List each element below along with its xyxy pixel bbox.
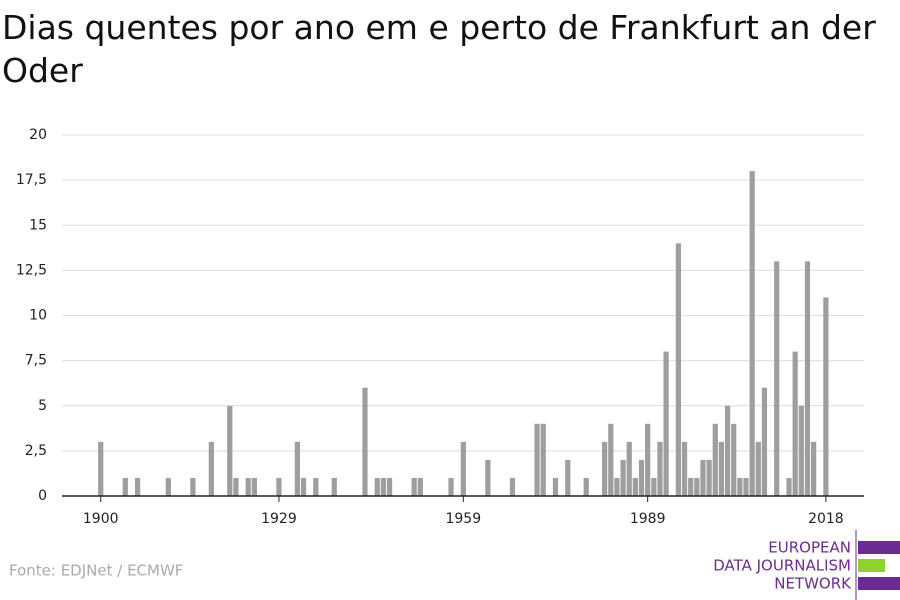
- bar: [251, 477, 257, 496]
- bar: [509, 477, 516, 496]
- bar: [755, 441, 761, 496]
- y-tick-label: 10: [29, 308, 47, 324]
- y-tick-label: 2,5: [25, 443, 47, 459]
- bar: [540, 423, 546, 496]
- bar: [712, 423, 718, 496]
- bar: [804, 261, 811, 496]
- y-tick-label: 20: [29, 127, 47, 143]
- bar: [681, 441, 688, 496]
- bar: [718, 441, 725, 496]
- bar: [380, 477, 387, 496]
- bar: [792, 351, 798, 496]
- bar: [417, 477, 423, 496]
- x-tick-label: 2018: [808, 511, 844, 527]
- chart-title: Dias quentes por ano em e perto de Frank…: [2, 8, 876, 90]
- source: Fonte: EDJNet / ECMWF: [9, 562, 183, 580]
- x-tick-label: 1989: [630, 511, 666, 527]
- bar: [706, 459, 712, 496]
- bar: [534, 423, 540, 496]
- bar: [122, 477, 128, 496]
- bar: [294, 441, 300, 496]
- logo-bar: [858, 577, 900, 590]
- bar: [485, 459, 491, 496]
- bar: [614, 477, 620, 496]
- bar: [300, 477, 307, 496]
- y-tick-label: 17,5: [16, 172, 47, 188]
- bar: [374, 477, 380, 496]
- bar: [276, 477, 282, 496]
- bar: [362, 387, 368, 496]
- bar: [411, 477, 417, 496]
- bar: [608, 423, 614, 496]
- bar: [737, 477, 743, 496]
- bar: [675, 243, 682, 496]
- bar: [227, 405, 233, 496]
- bar: [583, 477, 589, 496]
- x-tick-label: 1929: [261, 511, 297, 527]
- bar: [565, 459, 571, 496]
- y-tick-label: 15: [29, 217, 47, 233]
- y-tick-label: 7,5: [25, 353, 47, 369]
- bar: [233, 477, 239, 496]
- bar: [688, 477, 694, 496]
- bar: [208, 441, 214, 496]
- bar: [810, 441, 817, 496]
- bar: [620, 459, 626, 496]
- bar: [786, 477, 792, 496]
- bar: [743, 477, 749, 496]
- bar: [798, 405, 804, 496]
- bar: [134, 477, 141, 496]
- bar: [761, 387, 768, 496]
- bar: [663, 351, 669, 496]
- y-tick-label: 12,5: [16, 262, 47, 278]
- bar: [331, 477, 337, 496]
- y-tick-label: 0: [38, 488, 47, 504]
- bar: [602, 441, 608, 496]
- bar: [626, 441, 632, 496]
- x-tick-label: 1900: [83, 511, 119, 527]
- bar: [190, 477, 196, 496]
- bar: [165, 477, 171, 496]
- bar: [448, 477, 454, 496]
- bar: [638, 459, 645, 496]
- bar: [313, 477, 319, 496]
- bar: [552, 477, 559, 496]
- bar: [245, 477, 251, 496]
- bar: [460, 441, 466, 496]
- logo-text: EUROPEAN: [768, 539, 851, 557]
- bar: [774, 261, 780, 496]
- bar: [386, 477, 393, 496]
- logo-text: NETWORK: [774, 575, 852, 593]
- bar: [694, 477, 700, 496]
- bar: [823, 297, 829, 496]
- bar: [731, 423, 737, 496]
- bar: [645, 423, 651, 496]
- bar: [724, 405, 731, 496]
- logo-bar: [858, 559, 885, 572]
- bar: [657, 441, 663, 496]
- y-tick-label: 5: [38, 398, 47, 414]
- bar: [651, 477, 657, 496]
- logo-text: DATA JOURNALISM: [713, 557, 851, 575]
- x-tick-label: 1959: [445, 511, 481, 527]
- bar: [98, 441, 104, 496]
- logo-bar: [858, 541, 900, 554]
- bar: [700, 459, 706, 496]
- bar: [632, 477, 638, 496]
- bar: [749, 171, 755, 496]
